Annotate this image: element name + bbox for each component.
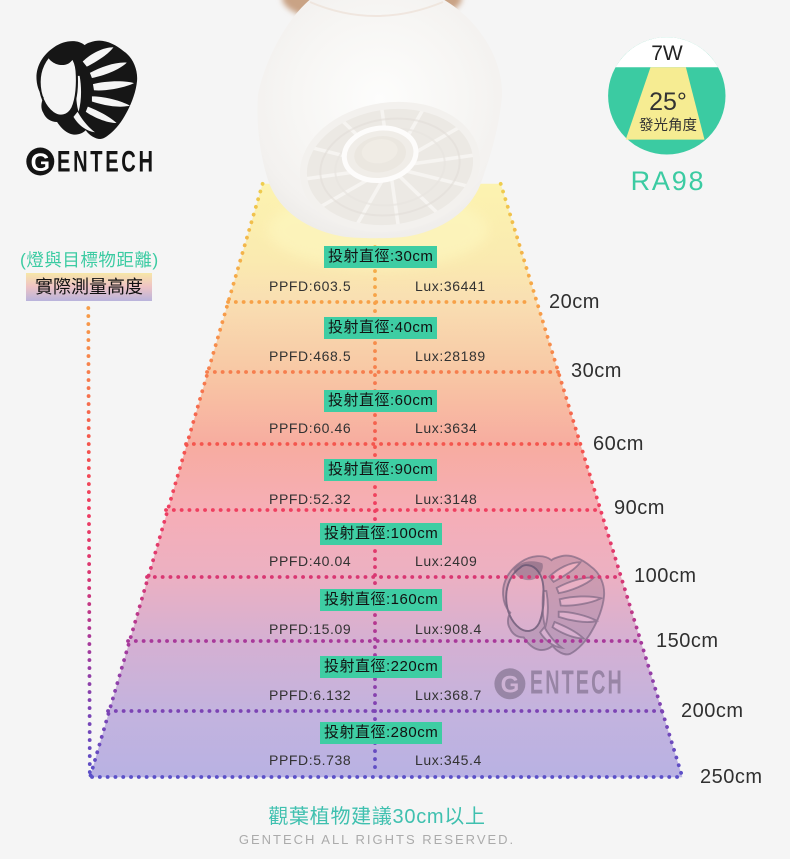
svg-text:G: G: [501, 671, 520, 698]
svg-text:ENTECH: ENTECH: [530, 666, 624, 701]
svg-text:ENTECH: ENTECH: [57, 146, 156, 178]
svg-text:G: G: [31, 149, 50, 177]
